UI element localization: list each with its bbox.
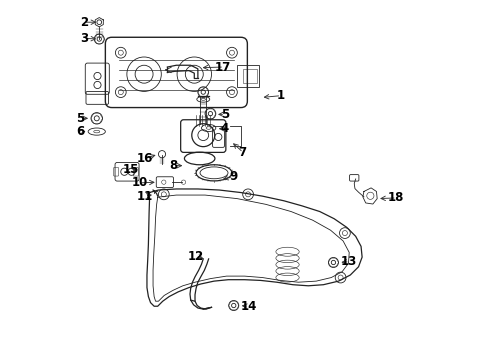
Text: 1: 1 [276, 89, 284, 102]
Text: 16: 16 [136, 152, 153, 165]
Text: 10: 10 [131, 176, 147, 189]
Text: 5: 5 [76, 112, 84, 125]
Text: 7: 7 [238, 145, 246, 158]
Text: 5: 5 [220, 108, 228, 121]
Text: 2: 2 [80, 16, 88, 29]
Text: 3: 3 [80, 32, 88, 45]
Text: 4: 4 [220, 122, 228, 135]
Text: 14: 14 [240, 300, 257, 313]
Text: 8: 8 [169, 159, 177, 172]
Text: 11: 11 [137, 190, 153, 203]
Text: 17: 17 [214, 60, 231, 73]
Text: 13: 13 [341, 255, 357, 268]
Text: 6: 6 [76, 125, 84, 138]
Text: 18: 18 [387, 192, 403, 204]
Text: 9: 9 [228, 170, 237, 183]
Text: 15: 15 [122, 163, 139, 176]
Text: 12: 12 [187, 249, 204, 262]
